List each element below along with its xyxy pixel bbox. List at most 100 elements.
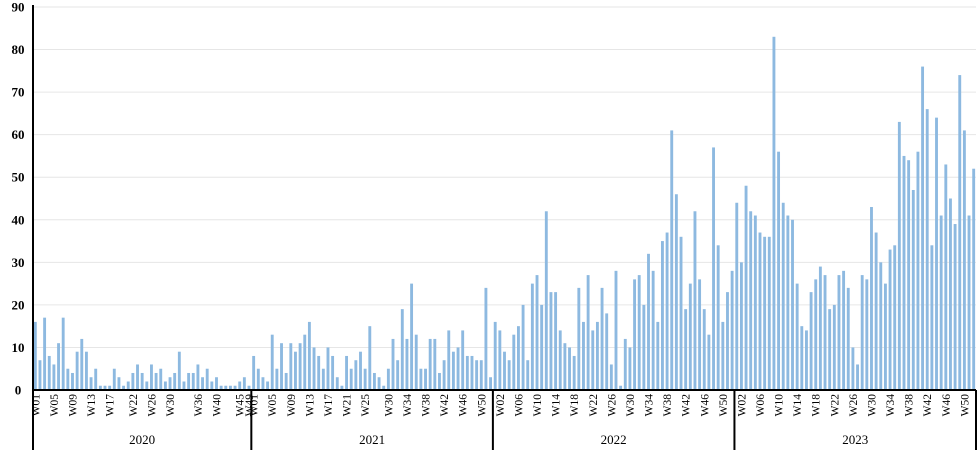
bar-2020-44 [233, 385, 237, 390]
bar-2020-19 [117, 377, 121, 390]
bar-2022-36 [656, 321, 660, 390]
bar-2022-11 [540, 304, 544, 390]
bar-2020-23 [136, 364, 139, 390]
bar-2021-25 [363, 368, 367, 390]
x-tick-label: W10 [532, 394, 544, 417]
bar-2023-1 [735, 202, 739, 390]
x-tick-label: W10 [774, 394, 786, 417]
bar-2020-6 [57, 343, 60, 390]
bar-2022-39 [670, 130, 674, 390]
bar-2020-42 [224, 385, 228, 390]
bar-2021-19 [335, 377, 339, 390]
bar-2022-19 [577, 287, 581, 390]
y-tick-label: 20 [12, 297, 25, 312]
bar-2020-36 [196, 364, 200, 390]
bar-2021-27 [372, 372, 376, 390]
bar-2020-18 [112, 368, 116, 390]
bar-2022-35 [651, 270, 655, 390]
bar-2020-20 [122, 385, 126, 390]
x-tick-label: W30 [625, 394, 637, 417]
bar-2022-16 [563, 343, 567, 390]
bar-2022-23 [595, 321, 599, 390]
bar-2021-17 [326, 347, 330, 390]
bar-2021-33 [400, 309, 404, 390]
year-labels: 2020 2021 2022 2023 [129, 432, 868, 447]
bar-2022-32 [637, 275, 641, 390]
bar-2022-24 [600, 287, 604, 390]
bar-2022-50 [721, 321, 725, 390]
bar-2020-40 [215, 377, 218, 390]
bar-2020-47 [247, 385, 251, 390]
bar-2023-10 [777, 151, 781, 390]
bar-2020-33 [182, 381, 186, 390]
bar-2021-6 [275, 368, 279, 390]
bar-2020-39 [210, 381, 214, 390]
x-tick-label: W02 [736, 394, 748, 417]
bar-2022-13 [549, 292, 553, 390]
bar-2023-29 [865, 279, 869, 390]
bar-2022-26 [609, 364, 613, 390]
bar-2020-3 [43, 317, 47, 390]
bar-2022-34 [647, 253, 650, 390]
year-label-2020: 2020 [129, 432, 155, 447]
bar-2023-18 [814, 279, 818, 390]
bar-2021-45 [456, 347, 460, 390]
bar-2023-15 [800, 326, 804, 390]
bar-2022-4 [507, 360, 511, 390]
bar-2023-21 [828, 309, 832, 390]
axes [32, 5, 977, 450]
bar-2020-25 [145, 381, 149, 390]
x-tick-label: W21 [342, 394, 354, 417]
bar-2020-27 [154, 372, 158, 390]
bar-2023-40 [916, 151, 920, 390]
bar-2023-35 [893, 245, 897, 390]
bar-2023-43 [930, 245, 934, 390]
bar-2022-21 [586, 275, 590, 390]
bar-2022-10 [535, 275, 539, 390]
x-tick-label: W26 [606, 394, 618, 417]
bar-2023-38 [907, 160, 911, 390]
bar-2023-28 [860, 275, 864, 390]
bar-2023-33 [883, 283, 887, 390]
bar-2020-34 [187, 372, 191, 390]
bar-2021-26 [368, 326, 372, 390]
x-tick-label: W42 [681, 394, 693, 417]
bar-2021-39 [428, 338, 432, 390]
bar-2023-41 [921, 66, 925, 390]
x-tick-label: W34 [644, 394, 656, 417]
bar-2020-11 [80, 338, 84, 390]
bar-2020-15 [98, 385, 102, 390]
bar-2023-4 [749, 211, 753, 390]
bar-2023-36 [897, 121, 901, 391]
x-tick-label: W50 [718, 394, 730, 417]
bar-2022-5 [512, 334, 516, 390]
bar-2023-24 [842, 270, 846, 390]
bar-2021-5 [270, 334, 274, 390]
bar-2021-8 [284, 372, 288, 390]
bar-2023-7 [763, 236, 767, 390]
bar-2021-29 [382, 385, 386, 390]
bar-2021-40 [433, 338, 437, 390]
bar-2023-52 [972, 168, 976, 390]
x-tick-label: W18 [569, 394, 581, 417]
bar-2021-48 [470, 355, 474, 390]
x-tick-label: W06 [513, 394, 525, 417]
bar-2020-38 [205, 368, 209, 390]
x-tick-label: W09 [67, 394, 79, 417]
y-tick-label: 90 [12, 0, 25, 15]
y-tick-label: 70 [12, 85, 25, 100]
bar-2022-25 [605, 313, 609, 390]
bar-2020-17 [108, 385, 112, 390]
bar-2020-43 [228, 385, 232, 390]
x-tick-label: W09 [286, 394, 298, 417]
bar-2023-5 [753, 215, 757, 390]
bar-2022-8 [526, 360, 530, 390]
bar-2020-26 [150, 364, 153, 390]
bar-2022-37 [661, 241, 664, 390]
bar-2020-8 [66, 368, 70, 390]
bar-2022-51 [726, 292, 729, 390]
x-tick-label: W01 [30, 394, 42, 417]
bar-2022-22 [591, 330, 595, 390]
bar-2023-25 [846, 287, 850, 390]
